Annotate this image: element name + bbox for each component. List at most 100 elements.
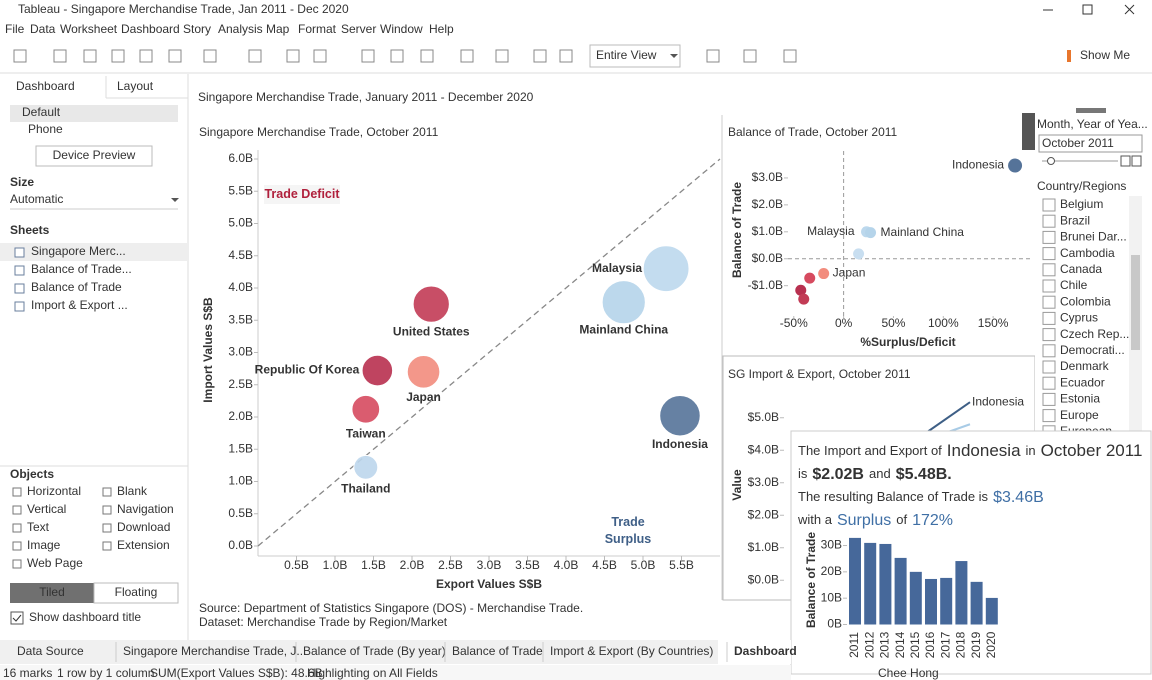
object-item[interactable]: Horizontal [27, 484, 81, 498]
x-tick-label: -50% [780, 316, 808, 330]
point-label: United States [393, 324, 470, 338]
sheet-item[interactable]: Balance of Trade... [31, 262, 132, 276]
menu-item[interactable]: Dashboard [121, 22, 180, 36]
menu-item[interactable]: Help [429, 22, 454, 36]
point-label: Indonesia [952, 158, 1004, 172]
next-button [1131, 155, 1142, 167]
toolbar-icon [248, 49, 262, 63]
filter-title: Month, Year of Yea... [1037, 117, 1148, 131]
filter-item[interactable]: Canada [1060, 262, 1102, 276]
tooltip-text: The Import and Export of [798, 443, 942, 458]
sheet-item[interactable]: Balance of Trade [31, 280, 122, 294]
menu-item[interactable]: Analysis [218, 22, 263, 36]
filter-item[interactable]: Belgium [1060, 197, 1103, 211]
scroll-thumb [1131, 255, 1140, 350]
toolbar-icon [139, 49, 153, 63]
sidebar-tab[interactable]: Dashboard [16, 79, 75, 93]
toolbar-icon [420, 49, 434, 63]
filter-item[interactable]: Democrati... [1060, 343, 1125, 357]
y-tick-label: $5.0B [748, 410, 779, 424]
object-icon [12, 541, 22, 551]
sheet-item[interactable]: Singapore Merc... [31, 244, 126, 258]
object-item[interactable]: Vertical [27, 502, 66, 516]
menu-item[interactable]: Worksheet [60, 22, 118, 36]
point [853, 248, 865, 260]
checkbox [1042, 328, 1056, 342]
y-tick-label: $2.0B [752, 197, 783, 211]
x-tick-label: 2012 [862, 631, 876, 658]
object-item[interactable]: Image [27, 538, 61, 552]
filter-item[interactable]: Brazil [1060, 213, 1090, 227]
y-tick-label: $4.0B [748, 442, 779, 456]
point [865, 227, 877, 239]
menu-item[interactable]: Data [30, 22, 56, 36]
y-tick-label: 0B [827, 617, 842, 631]
sidebar-tab[interactable]: Layout [117, 79, 154, 93]
y-tick-label: 10B [821, 590, 842, 604]
filter-item[interactable]: Denmark [1060, 359, 1110, 373]
checkbox-label[interactable]: Show dashboard title [29, 610, 141, 624]
tooltip-line: The Import and Export of Indonesia in Octob… [798, 441, 1142, 460]
menu-item[interactable]: Map [266, 22, 290, 36]
filter-item[interactable]: Chile [1060, 278, 1088, 292]
bar [879, 543, 892, 625]
point [804, 272, 816, 284]
x-tick-label: 2013 [878, 631, 892, 658]
filter-item[interactable]: Colombia [1060, 294, 1111, 308]
checkbox [1042, 247, 1056, 261]
filter-value[interactable]: October 2011 [1042, 136, 1114, 150]
sheet-tab[interactable]: Data Source [17, 644, 84, 658]
show-me-button[interactable]: Show Me [1080, 48, 1130, 62]
object-icon [102, 541, 112, 551]
sheet-tab[interactable]: Singapore Merchandise Trade, J... [123, 644, 306, 658]
object-item[interactable]: Extension [117, 538, 170, 552]
sheet-tab[interactable]: Import & Export (By Countries) [550, 644, 713, 658]
sheet-item[interactable]: Import & Export ... [31, 298, 128, 312]
menu-item[interactable]: Format [298, 22, 337, 36]
menu-item[interactable]: Story [183, 22, 211, 36]
y-tick-label: $0.0B [752, 251, 783, 265]
bubble [412, 285, 450, 323]
toolbar-icon [168, 49, 182, 63]
button-label[interactable]: Device Preview [53, 148, 136, 162]
menu-item[interactable]: Server [341, 22, 376, 36]
object-item[interactable]: Download [117, 520, 170, 534]
sheet-tab[interactable]: Balance of Trade (By year) [303, 644, 446, 658]
filter-item[interactable]: Czech Rep... [1060, 327, 1129, 341]
layout-mode[interactable]: Floating [115, 585, 158, 599]
device-option[interactable]: Default [22, 105, 61, 119]
filter-item[interactable]: Brunei Dar... [1060, 230, 1127, 244]
bubble [361, 354, 394, 387]
sidebar [0, 74, 188, 640]
object-item[interactable]: Text [27, 520, 50, 534]
object-item[interactable]: Blank [117, 484, 148, 498]
object-item[interactable]: Web Page [27, 556, 83, 570]
filter-item[interactable]: Cyprus [1060, 311, 1098, 325]
y-tick-label: 0.0B [228, 538, 253, 552]
size-value[interactable]: Automatic [10, 192, 63, 206]
x-tick-label: 0% [835, 316, 853, 330]
y-tick-label: $3.0B [748, 475, 779, 489]
menu-item[interactable]: File [5, 22, 25, 36]
object-item[interactable]: Navigation [117, 502, 174, 516]
filter-item[interactable]: Ecuador [1060, 375, 1105, 389]
tooltip-line: with a Surplus of 172% [797, 512, 953, 529]
fit-value[interactable]: Entire View [596, 48, 657, 62]
checkbox [10, 611, 24, 625]
source-note: Dataset: Merchandise Trade by Region/Mar… [199, 615, 448, 629]
toolbar-icon [53, 49, 67, 63]
filter-item[interactable]: Europe [1060, 408, 1099, 422]
filter-item[interactable]: Cambodia [1060, 246, 1115, 260]
sheet-tab[interactable]: Dashboard [734, 644, 797, 658]
point-label: Mainland China [881, 225, 965, 239]
layout-mode[interactable]: Tiled [39, 585, 65, 599]
sheet-tab[interactable]: Balance of Trade [452, 644, 543, 658]
filter-item[interactable]: Estonia [1060, 392, 1100, 406]
tooltip-text: October 2011 [1041, 441, 1143, 460]
menu-item[interactable]: Window [380, 22, 423, 36]
device-preview-button [35, 145, 153, 167]
device-option[interactable]: Phone [28, 122, 63, 136]
status-text: Chee Hong [878, 666, 939, 680]
x-tick-label: 1.5B [361, 558, 386, 572]
